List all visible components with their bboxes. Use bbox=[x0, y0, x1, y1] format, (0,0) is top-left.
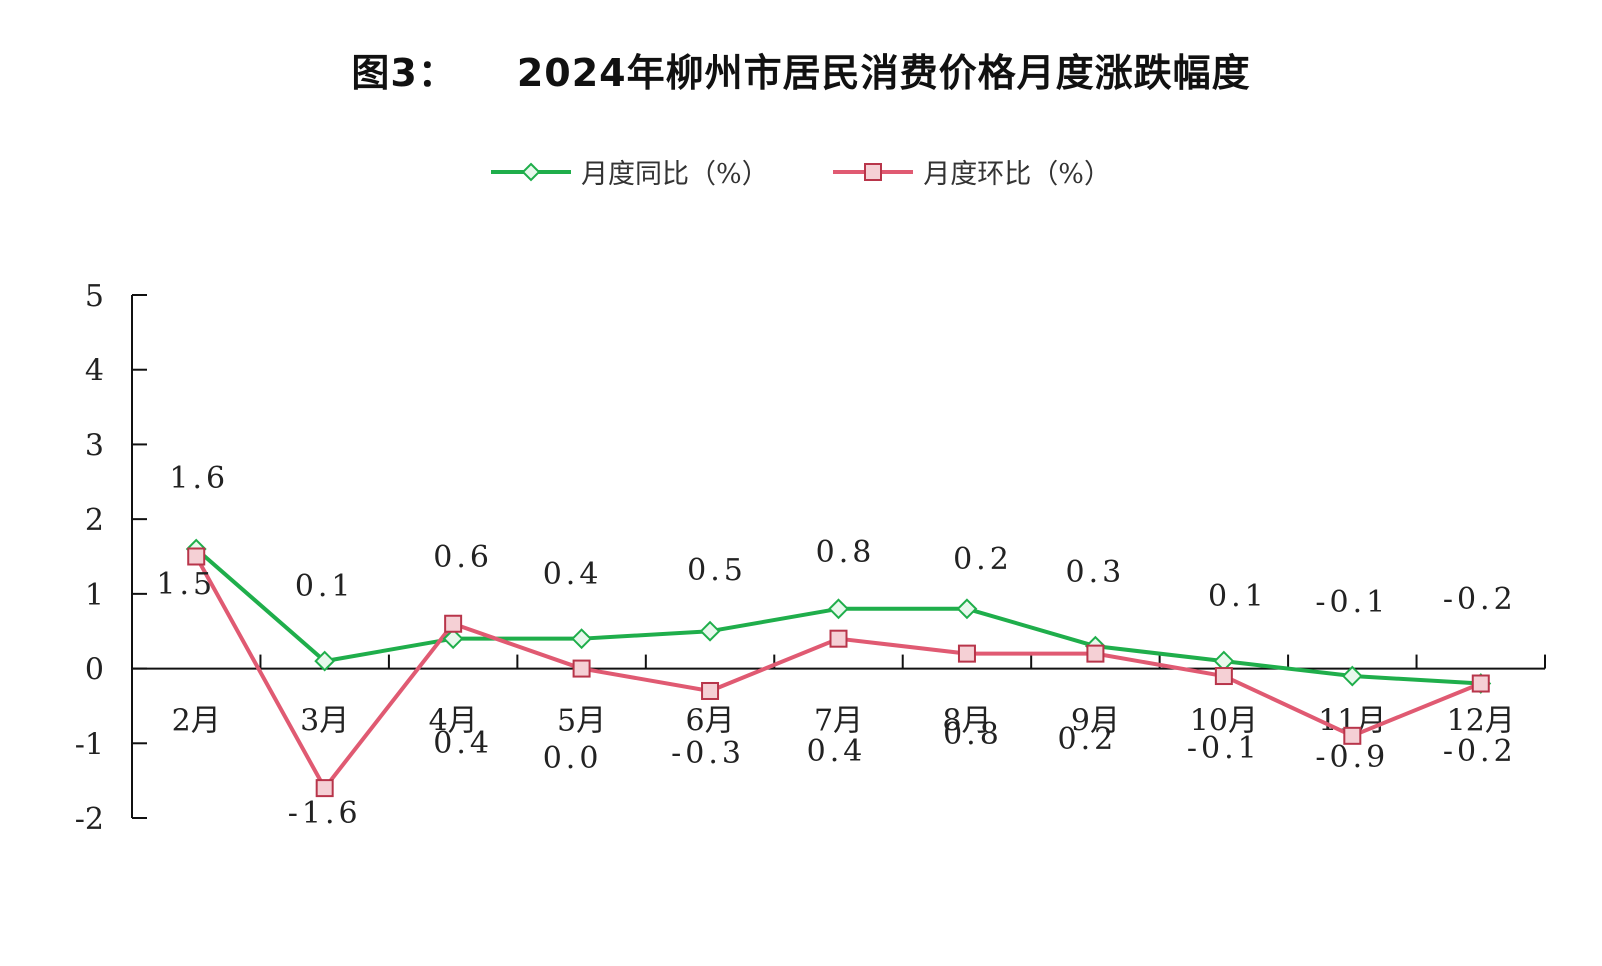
data-point-mom bbox=[1471, 674, 1490, 693]
data-point-mom bbox=[1214, 667, 1233, 686]
data-point-mom bbox=[187, 547, 206, 566]
y-tick-label: 1 bbox=[85, 578, 104, 613]
data-point-mom bbox=[1343, 726, 1362, 745]
data-point-yoy bbox=[828, 598, 849, 620]
data-point-yoy bbox=[699, 620, 721, 642]
data-label-mom: 0.4 bbox=[807, 734, 867, 769]
legend-label-mom: 月度环比（%） bbox=[923, 159, 1111, 190]
data-point-mom bbox=[957, 644, 976, 663]
data-label-mom: 0.2 bbox=[1058, 722, 1118, 757]
x-tick-label: 12月 bbox=[1447, 704, 1515, 739]
data-point-mom bbox=[701, 681, 720, 700]
data-label-yoy: 0.8 bbox=[816, 535, 876, 570]
data-label-mom: -0.3 bbox=[671, 736, 745, 771]
legend-swatch-mom bbox=[833, 162, 914, 181]
x-tick-label: 10月 bbox=[1190, 704, 1258, 739]
legend-swatch-yoy bbox=[491, 162, 572, 181]
y-tick-label: 5 bbox=[85, 279, 104, 314]
data-point-mom bbox=[315, 779, 334, 798]
x-tick-label: 2月 bbox=[172, 704, 221, 739]
legend: 月度同比（%） 月度环比（%） bbox=[0, 152, 1602, 191]
data-label-mom: -0.9 bbox=[1315, 740, 1389, 775]
y-tick-label: -1 bbox=[75, 727, 104, 762]
x-tick-label: 9月 bbox=[1071, 704, 1120, 739]
chart-title-prefix: 图3： bbox=[351, 51, 457, 95]
data-label-mom: 0.8 bbox=[943, 717, 1003, 752]
data-label-mom: -0.2 bbox=[1443, 734, 1517, 769]
data-label-yoy: 0.5 bbox=[687, 553, 747, 588]
y-tick-label: 4 bbox=[85, 354, 104, 389]
x-tick-label: 3月 bbox=[300, 704, 349, 739]
chart-title-main: 2024年柳州市居民消费价格月度涨跌幅度 bbox=[516, 51, 1251, 95]
data-label-mom: -0.1 bbox=[1187, 731, 1261, 766]
x-tick-label: 5月 bbox=[557, 704, 606, 739]
data-label-yoy: 0.2 bbox=[953, 542, 1013, 577]
x-tick-label: 6月 bbox=[685, 704, 734, 739]
data-label-mom: 0.4 bbox=[433, 726, 493, 761]
legend-label-yoy: 月度同比（%） bbox=[581, 159, 769, 190]
chart-title: 图3： 2024年柳州市居民消费价格月度涨跌幅度 bbox=[0, 42, 1602, 97]
x-tick-label: 4月 bbox=[429, 704, 478, 739]
data-label-yoy: 0.1 bbox=[1208, 579, 1268, 614]
data-point-mom bbox=[829, 629, 848, 648]
y-tick-label: 0 bbox=[85, 653, 104, 688]
data-label-mom: 1.5 bbox=[156, 567, 216, 602]
data-label-yoy: 0.6 bbox=[433, 540, 493, 575]
y-tick-label: 3 bbox=[85, 428, 104, 463]
data-point-mom bbox=[572, 659, 591, 678]
data-label-yoy: -0.2 bbox=[1443, 582, 1517, 617]
y-tick-label: 2 bbox=[85, 503, 104, 538]
x-tick-label: 7月 bbox=[814, 704, 863, 739]
y-tick-label: -2 bbox=[75, 802, 104, 837]
data-point-yoy bbox=[571, 628, 593, 650]
data-label-mom: -1.6 bbox=[288, 796, 362, 831]
data-point-yoy bbox=[314, 650, 336, 672]
data-point-mom bbox=[1086, 644, 1105, 663]
legend-item-yoy: 月度同比（%） bbox=[491, 152, 769, 191]
legend-item-mom: 月度环比（%） bbox=[833, 152, 1111, 191]
x-tick-label: 8月 bbox=[942, 704, 991, 739]
data-label-yoy: 0.4 bbox=[543, 557, 603, 592]
data-point-yoy bbox=[442, 628, 464, 650]
data-label-yoy: 0.3 bbox=[1066, 555, 1126, 590]
data-label-mom: 0.0 bbox=[543, 741, 603, 776]
data-point-yoy bbox=[956, 598, 978, 620]
data-point-yoy bbox=[1341, 665, 1363, 687]
data-point-mom bbox=[444, 614, 463, 633]
data-label-yoy: 1.6 bbox=[169, 461, 229, 496]
data-label-yoy: 0.1 bbox=[295, 569, 355, 604]
data-label-yoy: -0.1 bbox=[1315, 585, 1389, 620]
